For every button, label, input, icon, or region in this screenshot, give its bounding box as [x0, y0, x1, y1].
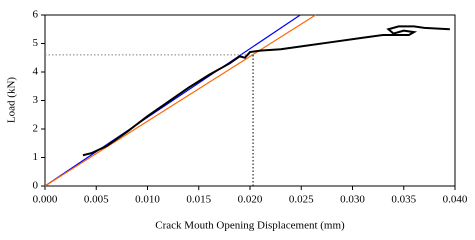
series-line: [44, 14, 316, 187]
y-axis-label: Load (kN): [6, 77, 18, 123]
y-tick-label: 2: [33, 123, 39, 135]
x-tick-label: 0.015: [186, 194, 211, 206]
plot-frame: [44, 14, 456, 187]
x-tick-label: 0.020: [238, 194, 263, 206]
y-tick-label: 4: [33, 66, 39, 78]
y-tick-label: 6: [33, 9, 39, 21]
series-line: [82, 25, 450, 157]
x-tick-label: 0.000: [33, 194, 58, 206]
x-tick-label: 0.035: [391, 194, 416, 206]
x-axis-label: Crack Mouth Opening Displacement (mm): [155, 220, 345, 232]
x-tick-label: 0.005: [84, 194, 109, 206]
y-tick-label: 3: [33, 94, 39, 106]
x-tick-label: 0.030: [340, 194, 365, 206]
x-tick-label: 0.040: [443, 194, 468, 206]
y-tick-label: 1: [33, 151, 39, 163]
y-tick-label: 5: [33, 37, 39, 49]
y-tick-label: 0: [33, 180, 39, 192]
x-tick-label: 0.010: [135, 194, 160, 206]
series-line: [44, 14, 301, 187]
x-tick-label: 0.025: [289, 194, 314, 206]
